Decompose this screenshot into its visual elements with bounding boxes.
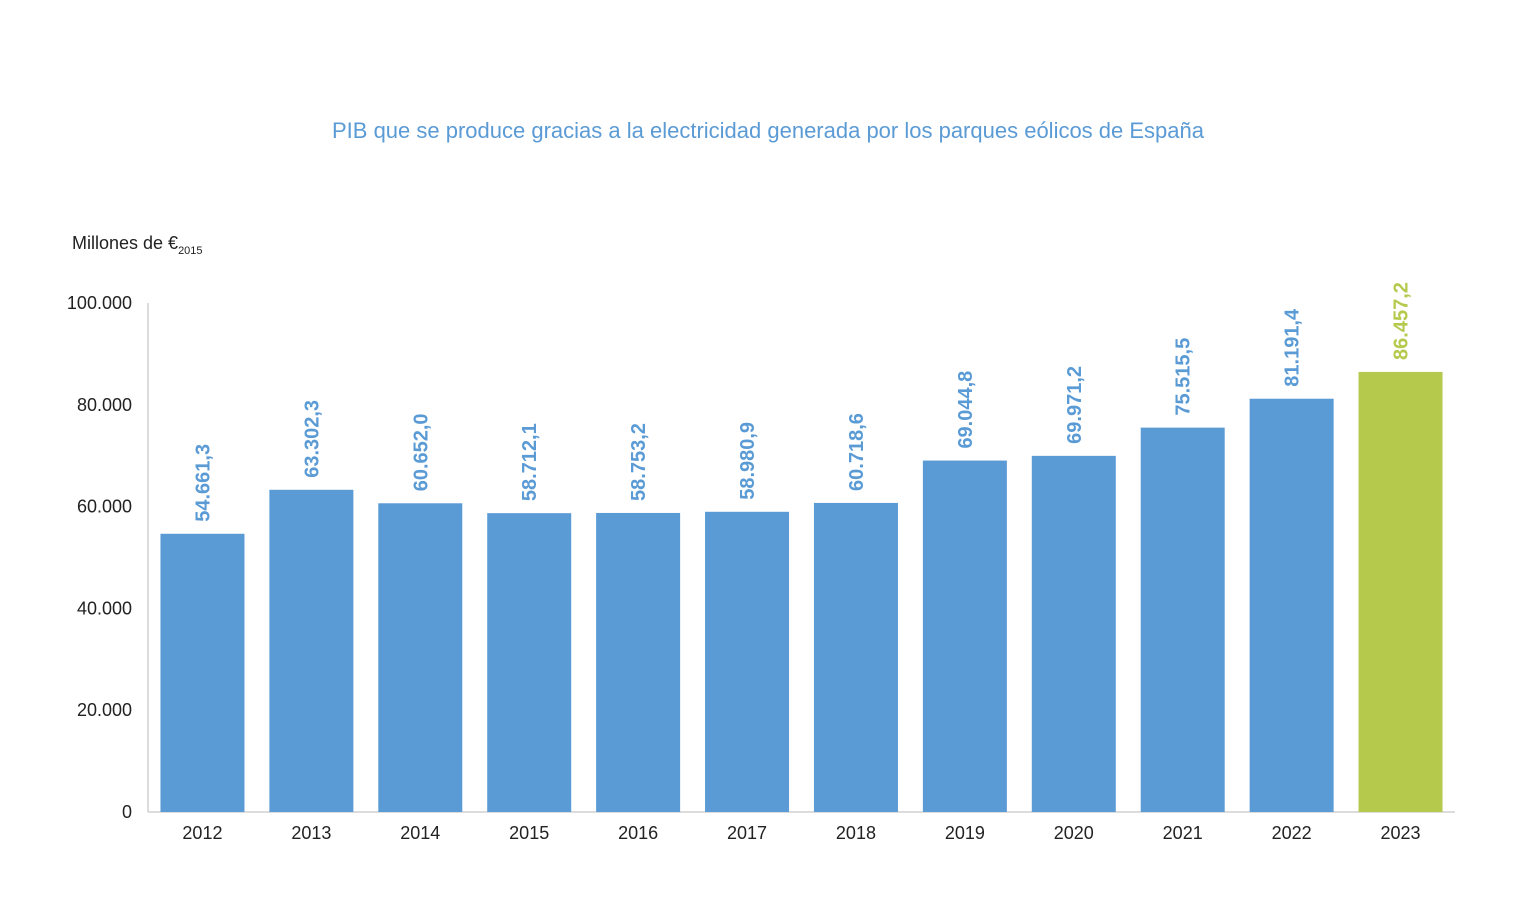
- bar-2012: [160, 533, 245, 812]
- chart-axes: 0 20.000 40.000 60.000 80.000 100.000: [67, 293, 1455, 822]
- x-tick-label-2018: 2018: [836, 823, 876, 843]
- x-tick-label-2017: 2017: [727, 823, 767, 843]
- data-label-2014: 60.652,0: [410, 413, 432, 491]
- data-label-2016: 58.753,2: [628, 423, 650, 501]
- x-tick-label-2019: 2019: [945, 823, 985, 843]
- bar-2014: [378, 503, 463, 812]
- data-label-2020: 69.971,2: [1064, 366, 1086, 444]
- data-label-2013: 63.302,3: [301, 400, 323, 478]
- data-label-2012: 54.661,3: [192, 444, 214, 522]
- data-label-2019: 69.044,8: [955, 371, 977, 449]
- x-tick-label-2016: 2016: [618, 823, 658, 843]
- y-tick-label: 80.000: [77, 395, 132, 415]
- data-label-2021: 75.515,5: [1173, 338, 1195, 416]
- y-tick-label: 20.000: [77, 700, 132, 720]
- y-tick-label: 60.000: [77, 497, 132, 517]
- bar-2013: [269, 489, 354, 812]
- data-label-2015: 58.712,1: [519, 423, 541, 501]
- data-label-2022: 81.191,4: [1282, 308, 1304, 387]
- bar-2022: [1249, 398, 1334, 812]
- x-tick-label-2012: 2012: [182, 823, 222, 843]
- bar-2017: [705, 511, 790, 812]
- x-tick-label-2023: 2023: [1381, 823, 1421, 843]
- y-tick-label: 100.000: [67, 293, 132, 313]
- chart-title: PIB que se produce gracias a la electric…: [332, 118, 1204, 143]
- x-tick-label-2013: 2013: [291, 823, 331, 843]
- bar-2019: [922, 460, 1007, 812]
- bar-2021: [1140, 427, 1225, 812]
- data-label-2017: 58.980,9: [737, 422, 759, 500]
- x-tick-label-2014: 2014: [400, 823, 440, 843]
- bar-2018: [813, 502, 898, 812]
- y-axis-unit-label: Millones de €2015: [72, 233, 203, 257]
- y-axis-label-subscript: 2015: [178, 245, 203, 257]
- x-tick-label-2021: 2021: [1163, 823, 1203, 843]
- bar-2023: [1358, 371, 1443, 812]
- chart-bars: [160, 371, 1443, 812]
- y-axis-label: Millones de €: [72, 233, 179, 253]
- y-tick-label: 40.000: [77, 598, 132, 618]
- x-tick-label-2022: 2022: [1272, 823, 1312, 843]
- bar-2016: [596, 512, 681, 812]
- data-label-2023: 86.457,2: [1391, 282, 1413, 360]
- x-tick-label-2015: 2015: [509, 823, 549, 843]
- data-label-2018: 60.718,6: [846, 413, 868, 491]
- chart-labels: 54.661,3 2012 63.302,3 2013 60.652,0 2014 58.7…: [182, 282, 1420, 843]
- bar-2020: [1031, 455, 1116, 812]
- y-tick-label: 0: [122, 802, 132, 822]
- x-tick-label-2020: 2020: [1054, 823, 1094, 843]
- bar-2015: [487, 513, 572, 812]
